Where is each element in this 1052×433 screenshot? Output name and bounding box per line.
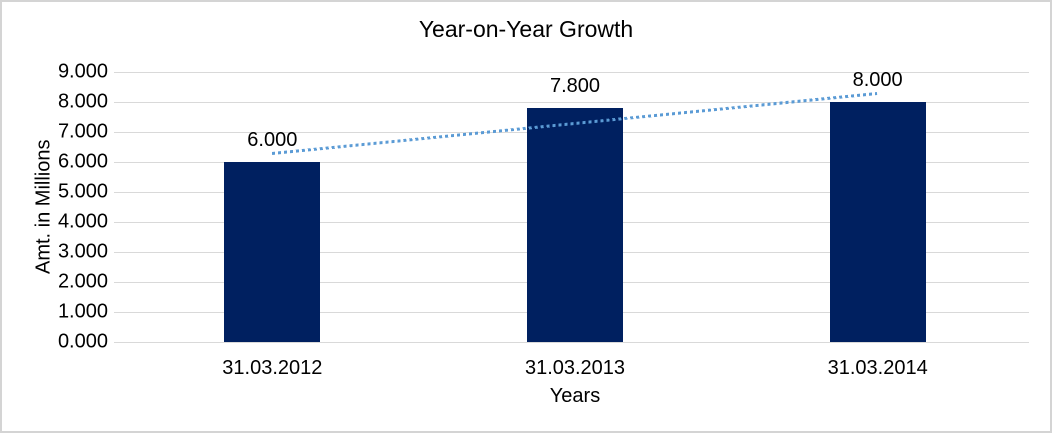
bar-31.03.2012 — [224, 162, 321, 342]
y-tick-label: 3.000 — [57, 240, 108, 263]
y-tick-label: 1.000 — [57, 300, 108, 323]
y-tick-label: 2.000 — [57, 270, 108, 293]
bar-value-label: 7.800 — [549, 75, 601, 97]
bar-value-label: 8.000 — [852, 69, 903, 91]
bar-value-label: 6.000 — [247, 129, 298, 151]
y-tick-label: 4.000 — [57, 210, 108, 233]
x-axis-tick-labels: 31.03.2012 31.03.2013 31.03.2014 — [121, 357, 1029, 383]
y-tick-label: 5.000 — [57, 180, 108, 203]
x-axis-title: Years — [549, 385, 601, 407]
x-tick-label: 31.03.2012 — [222, 357, 323, 379]
gridline — [114, 71, 1029, 73]
x-tick-label: 31.03.2014 — [827, 357, 928, 379]
y-axis-tick-labels: 0.000 1.000 2.000 3.000 4.000 5.000 6.000 7.000… — [2, 61, 108, 353]
x-tick-label: 31.03.2013 — [524, 357, 626, 379]
gridline — [114, 101, 1029, 103]
y-tick-label: 7.000 — [57, 120, 108, 143]
plot-area: 6.000 7.800 8.000 — [114, 69, 1029, 343]
y-tick-label: 6.000 — [57, 150, 108, 173]
bar-31.03.2014 — [829, 102, 926, 342]
bar-31.03.2013 — [527, 108, 623, 342]
y-tick-label: 8.000 — [57, 90, 108, 113]
chart-title: Year-on-Year Growth — [418, 16, 634, 42]
gridline — [114, 341, 1029, 343]
y-tick-label: 0.000 — [57, 330, 108, 353]
y-tick-label: 9.000 — [57, 60, 108, 83]
